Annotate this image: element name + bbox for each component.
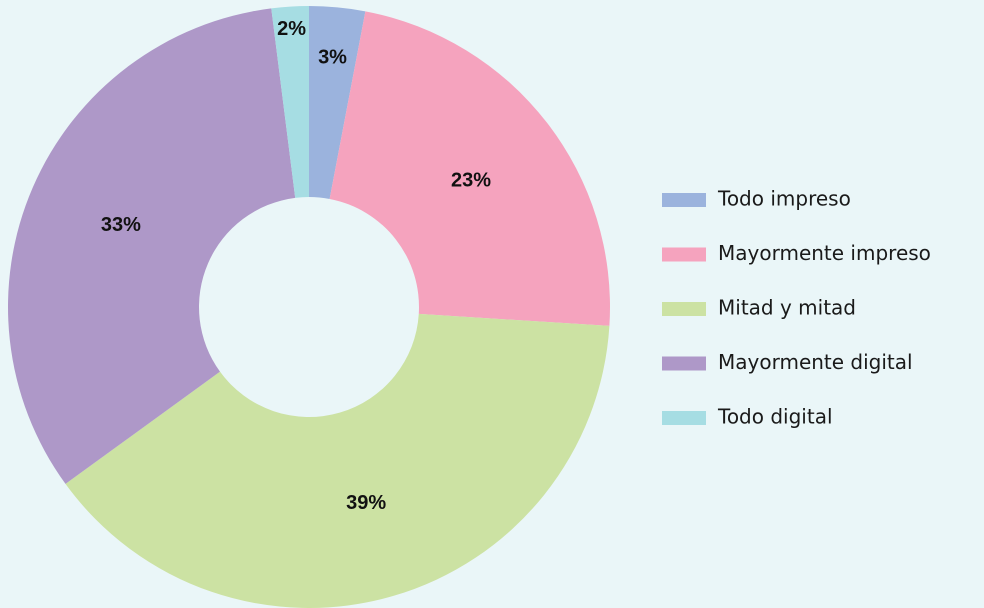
slice (309, 6, 366, 199)
slice (65, 313, 610, 608)
value-label: 23% (451, 170, 491, 192)
slice (271, 6, 309, 198)
legend-swatch (662, 302, 706, 316)
value-label: 33% (101, 214, 141, 236)
value-label: 39% (346, 492, 386, 514)
slice (329, 11, 610, 326)
legend-swatch (662, 247, 706, 262)
legend-label: Mayormente impreso (718, 241, 931, 265)
legend-label: Todo digital (717, 405, 833, 429)
legend-label: Mayormente digital (718, 350, 913, 374)
legend-swatch (662, 411, 706, 425)
legend-swatch (662, 356, 706, 371)
legend-label: Mitad y mitad (718, 296, 856, 320)
slice (7, 8, 296, 484)
legend-label: Todo impreso (717, 187, 851, 211)
legend-swatch (662, 193, 706, 207)
value-label: 2% (277, 18, 306, 40)
value-label: 3% (318, 46, 347, 68)
